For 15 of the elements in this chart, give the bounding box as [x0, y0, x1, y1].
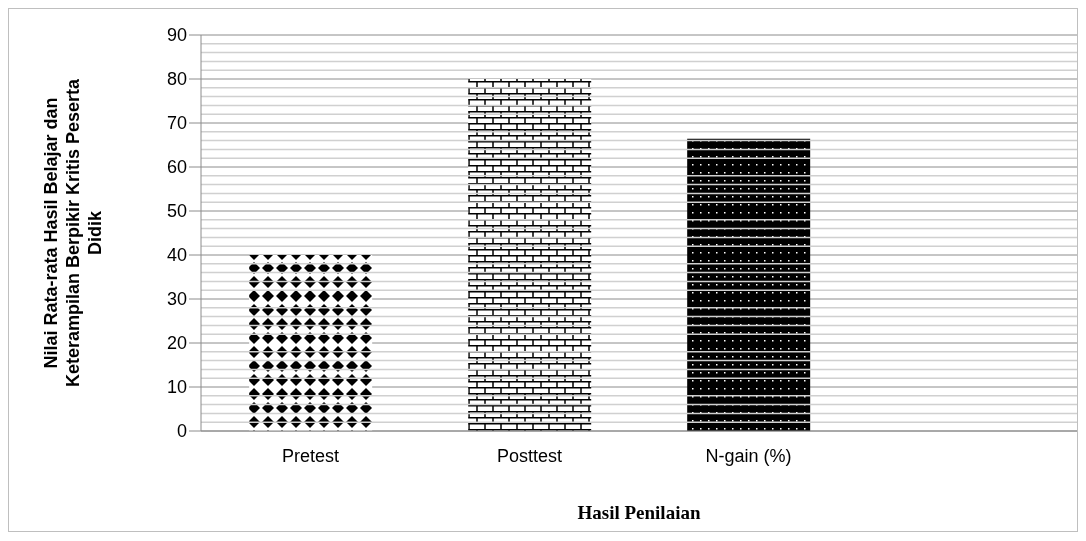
y-tick-label: 40	[166, 245, 187, 266]
y-tick-label: 30	[166, 289, 187, 310]
y-tick-label: 10	[166, 377, 187, 398]
y-tick-label: 80	[166, 69, 187, 90]
x-tick-label: N-gain (%)	[705, 445, 792, 466]
y-tick-label: 0	[176, 421, 187, 442]
y-tick-label: 90	[166, 25, 187, 46]
y-axis-title: Nilai Rata-rata Hasil Belajar dan Keterampilan Berpikir Kritis Peserta Didik	[41, 77, 105, 388]
x-tick-label: Posttest	[496, 445, 563, 466]
x-axis-title: Hasil Penilaian	[577, 502, 701, 523]
y-tick-label: 60	[166, 157, 187, 178]
y-tick-label: 50	[166, 201, 187, 222]
x-tick-label: Pretest	[281, 445, 340, 466]
y-tick-label: 20	[166, 333, 187, 354]
y-tick-label: 70	[166, 113, 187, 134]
